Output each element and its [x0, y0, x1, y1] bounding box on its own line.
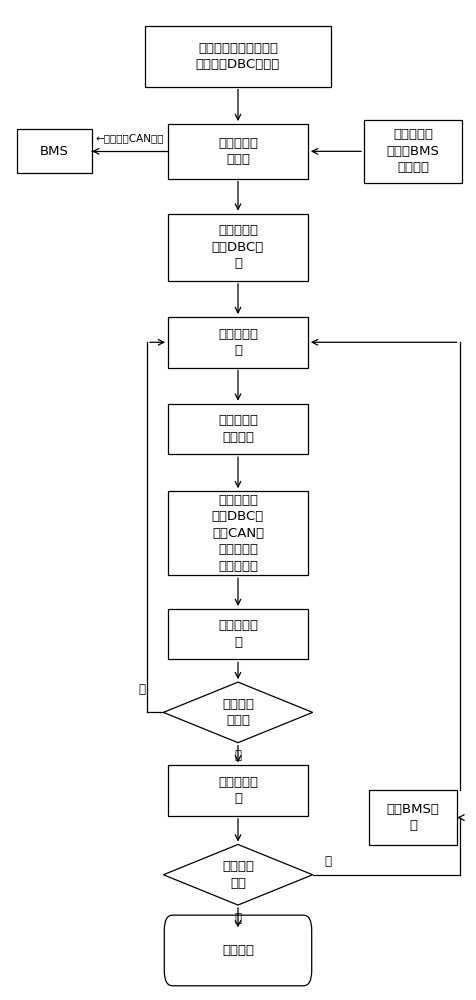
Text: ←通过内网CAN连接: ←通过内网CAN连接 [96, 133, 164, 143]
FancyBboxPatch shape [168, 765, 308, 816]
FancyBboxPatch shape [368, 790, 457, 845]
Text: 生成测试报
告: 生成测试报 告 [218, 776, 258, 805]
FancyBboxPatch shape [168, 124, 308, 179]
Text: 控制模拟控
制器输出: 控制模拟控 制器输出 [218, 414, 258, 444]
FancyBboxPatch shape [17, 129, 92, 173]
Text: 准备测试需求资料（测
试用例及DBC文件）: 准备测试需求资料（测 试用例及DBC文件） [196, 42, 280, 71]
Text: 结果是否
正确: 结果是否 正确 [222, 860, 254, 890]
Polygon shape [163, 682, 313, 743]
Text: 加载测试用
例及DBC文
件: 加载测试用 例及DBC文 件 [212, 224, 264, 270]
FancyBboxPatch shape [168, 317, 308, 368]
Text: 初始化模拟
控制器: 初始化模拟 控制器 [218, 137, 258, 166]
FancyBboxPatch shape [164, 915, 312, 986]
Text: 测试执行器
结合DBC文
件将CAN数
据转化为各
物理信号值: 测试执行器 结合DBC文 件将CAN数 据转化为各 物理信号值 [212, 494, 264, 573]
Text: 否: 否 [138, 683, 145, 696]
Text: 修改BMS系
统: 修改BMS系 统 [387, 803, 439, 832]
Text: 分析测试结
果: 分析测试结 果 [218, 619, 258, 649]
Text: 是: 是 [235, 912, 241, 925]
FancyBboxPatch shape [145, 26, 331, 87]
FancyBboxPatch shape [364, 120, 462, 183]
Text: 否: 否 [324, 855, 331, 868]
FancyBboxPatch shape [168, 404, 308, 454]
Text: BMS: BMS [40, 145, 69, 158]
Text: 测试用例
执行完: 测试用例 执行完 [222, 698, 254, 727]
Text: 根据测试需
求更改BMS
采集信息: 根据测试需 求更改BMS 采集信息 [387, 128, 439, 174]
Text: 运行测试用
例: 运行测试用 例 [218, 328, 258, 357]
FancyBboxPatch shape [168, 491, 308, 575]
FancyBboxPatch shape [168, 609, 308, 659]
FancyBboxPatch shape [168, 214, 308, 281]
Text: 测试结束: 测试结束 [222, 944, 254, 957]
Polygon shape [163, 844, 313, 905]
Text: 是: 是 [235, 749, 241, 762]
